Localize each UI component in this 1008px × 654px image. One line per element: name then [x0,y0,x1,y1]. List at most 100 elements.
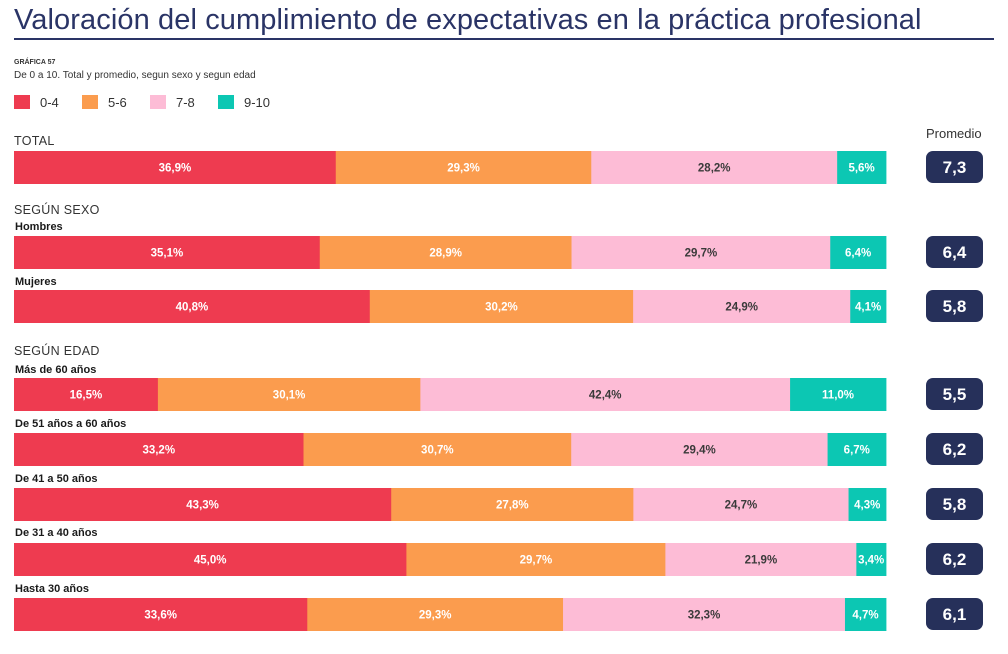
data-label: 24,7% [725,500,758,512]
bar-segment-0-4 [14,236,321,269]
bar-segment-7-8 [571,236,831,269]
average-value: 6,1 [943,605,967,624]
bar-segment-0-4 [14,488,392,521]
section-label: SEGÚN EDAD [14,343,100,358]
bar-segment-9-10 [844,598,887,631]
data-label: 42,4% [589,390,622,402]
legend: 0-4 5-6 7-8 9-10 [14,94,286,110]
bar-segment-5-6 [335,151,592,184]
bar-segment-7-8 [591,151,838,184]
bar-segment-5-6 [157,378,421,411]
data-label: 33,6% [144,610,177,622]
legend-item-0-4: 0-4 [14,94,82,110]
bar-segment-9-10 [850,290,887,323]
bar-segment-5-6 [319,236,572,269]
row-label: De 51 años a 60 años [15,418,126,430]
data-label: 30,1% [273,390,306,402]
section-label: SEGÚN SEXO [14,202,100,217]
data-label: 11,0% [822,390,854,402]
bar-segment-5-6 [303,433,572,466]
chart-subtitle: De 0 a 10. Total y promedio, segun sexo … [14,70,256,81]
bar-segment-7-8 [665,543,857,576]
bar-segment-0-4 [14,433,304,466]
bar-segment-9-10 [790,378,887,411]
row-label: De 31 a 40 años [15,527,98,539]
average-badge [926,378,983,410]
bar-segment-9-10 [856,543,887,576]
legend-item-9-10: 9-10 [218,94,286,110]
bar-segment-5-6 [406,543,666,576]
bar-segment-0-4 [14,378,159,411]
bar-segment-9-10 [830,236,887,269]
average-value: 5,5 [943,385,967,404]
page-title: Valoración del cumplimiento de expectati… [14,4,922,36]
legend-item-7-8: 7-8 [150,94,218,110]
average-value: 5,8 [943,297,967,316]
figure-label: GRÁFICA 57 [14,59,56,66]
average-badge [926,543,983,575]
row-label: Hasta 30 años [15,583,89,595]
average-value: 6,2 [943,440,967,459]
bar-segment-5-6 [369,290,634,323]
data-label: 27,8% [496,500,529,512]
data-label: 36,9% [159,163,192,175]
data-label: 29,7% [685,248,718,260]
data-label: 32,3% [688,610,721,622]
section-label: TOTAL [14,134,55,148]
data-label: 35,1% [151,248,184,260]
average-badge [926,433,983,465]
bar-segment-7-8 [633,488,849,521]
data-label: 16,5% [70,390,103,402]
average-column-header: Promedio [926,126,982,141]
average-value: 7,3 [943,158,967,177]
row-label: De 41 a 50 años [15,473,98,485]
data-label: 29,7% [520,555,553,567]
data-label: 4,3% [854,500,880,512]
data-label: 3,4% [858,555,884,567]
average-badge [926,236,983,268]
data-label: 24,9% [725,302,758,314]
bar-segment-0-4 [14,151,337,184]
bar-segment-7-8 [563,598,846,631]
data-label: 6,4% [845,248,871,260]
legend-item-5-6: 5-6 [82,94,150,110]
row-label: Más de 60 años [15,364,96,376]
data-label: 30,7% [421,445,454,457]
row-label: Mujeres [15,276,57,288]
average-badge [926,598,983,630]
bar-segment-9-10 [848,488,887,521]
average-value: 6,4 [943,243,967,262]
data-label: 29,3% [419,610,452,622]
average-value: 5,8 [943,495,967,514]
bar-segment-7-8 [633,290,851,323]
bar-segment-0-4 [14,543,407,576]
legend-label: 5-6 [108,94,127,110]
data-label: 43,3% [186,500,219,512]
average-badge [926,290,983,322]
legend-swatch [150,95,166,109]
data-label: 21,9% [745,555,778,567]
bar-segment-5-6 [391,488,634,521]
bar-segment-0-4 [14,598,308,631]
data-label: 4,1% [855,302,881,314]
legend-swatch [14,95,30,109]
legend-swatch [82,95,98,109]
title-underline [14,38,994,40]
average-badge [926,151,983,183]
legend-label: 9-10 [244,94,271,110]
legend-label: 7-8 [176,94,195,110]
data-label: 5,6% [848,163,874,175]
bar-segment-7-8 [420,378,791,411]
average-badge [926,488,983,520]
data-label: 4,7% [852,610,878,622]
bar-segment-9-10 [827,433,887,466]
legend-swatch [218,95,234,109]
bar-segment-5-6 [307,598,564,631]
bar-segment-0-4 [14,290,371,323]
data-label: 33,2% [142,445,175,457]
data-label: 29,4% [683,445,716,457]
data-label: 45,0% [194,555,227,567]
data-label: 40,8% [176,302,209,314]
data-label: 29,3% [447,163,480,175]
